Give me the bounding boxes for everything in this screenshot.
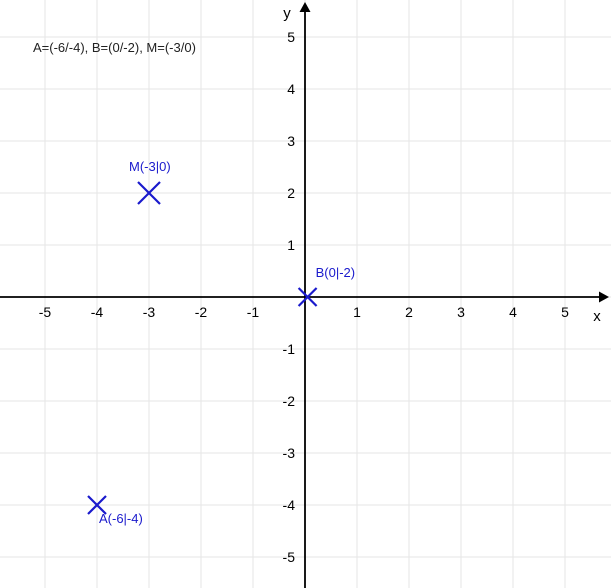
y-axis-label: y [283, 5, 291, 22]
y-tick-label: -5 [283, 549, 296, 565]
x-tick-label: -4 [91, 304, 104, 320]
point-label: B(0|-2) [316, 265, 356, 280]
x-tick-label: -5 [39, 304, 52, 320]
y-tick-label: -4 [283, 497, 296, 513]
x-tick-label: 2 [405, 304, 413, 320]
x-tick-label: -2 [195, 304, 208, 320]
y-tick-label: 5 [287, 29, 295, 45]
y-tick-label: 2 [287, 185, 295, 201]
y-tick-label: -1 [283, 341, 296, 357]
x-tick-label: 1 [353, 304, 361, 320]
x-tick-label: 5 [561, 304, 569, 320]
x-axis-label: x [593, 308, 601, 325]
chart-svg: -5 -4 -3 -2 -1 1 2 3 4 5 -5 -4 -3 -2 -1 1 2 3 4 5 x y M(-3|0) B… [0, 0, 611, 588]
x-tick-label: -1 [247, 304, 260, 320]
x-tick-label: 4 [509, 304, 517, 320]
point-label: A(-6|-4) [99, 511, 143, 526]
y-tick-label: 1 [287, 237, 295, 253]
coordinate-chart: -5 -4 -3 -2 -1 1 2 3 4 5 -5 -4 -3 -2 -1 1 2 3 4 5 x y M(-3|0) B… [0, 0, 611, 588]
y-tick-label: 3 [287, 133, 295, 149]
y-tick-label: 4 [287, 81, 295, 97]
caption-text: A=(-6/-4), B=(0/-2), M=(-3/0) [33, 40, 196, 55]
x-tick-label: 3 [457, 304, 465, 320]
y-tick-label: -2 [283, 393, 296, 409]
point-label: M(-3|0) [129, 159, 171, 174]
x-tick-label: -3 [143, 304, 156, 320]
y-tick-label: -3 [283, 445, 296, 461]
